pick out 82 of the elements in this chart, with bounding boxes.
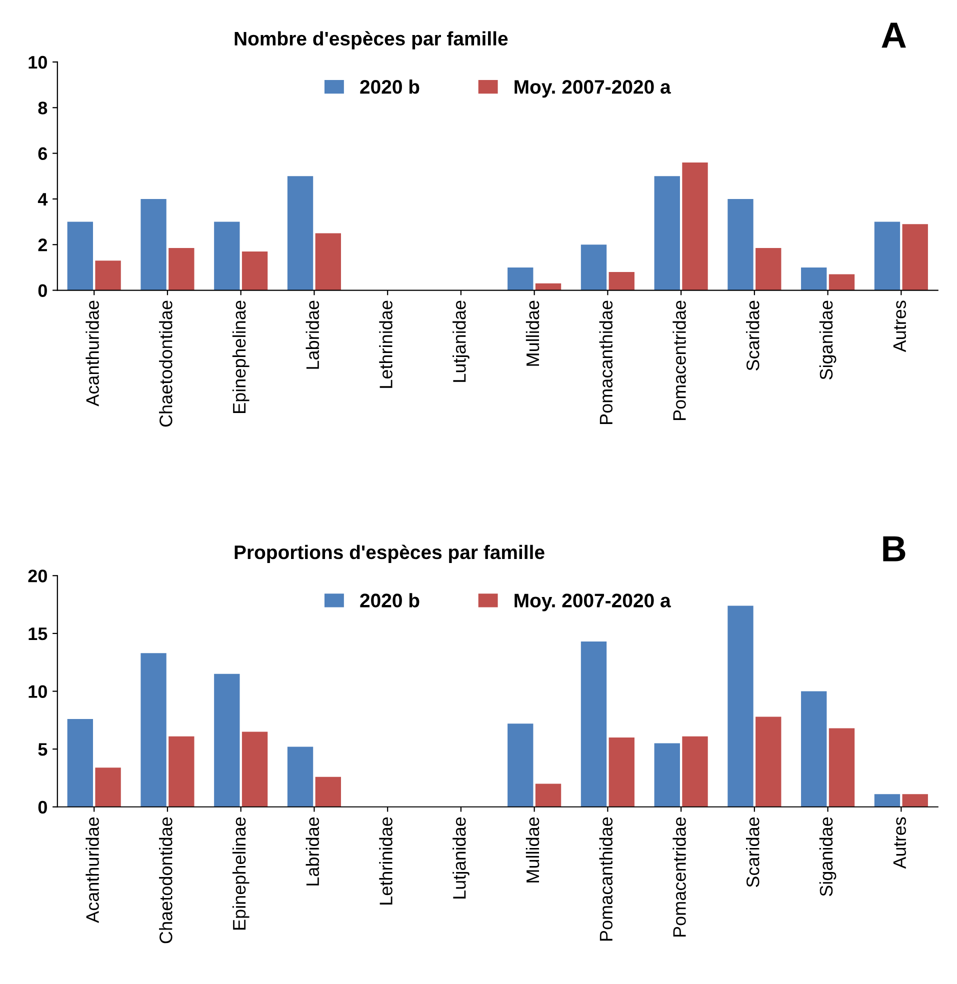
bar	[828, 274, 855, 290]
x-tick-label: Lutjanidae	[452, 817, 470, 898]
x-tick-label: Acanthuridae	[86, 817, 99, 923]
x-tick-label: Pomacanthidae	[599, 817, 613, 941]
x-tick-label: Pomacentridae	[672, 817, 686, 937]
bar	[214, 222, 240, 290]
y-tick-label: 0	[38, 800, 47, 814]
bar	[315, 233, 341, 290]
bar	[95, 260, 121, 290]
bar	[580, 642, 607, 807]
bar	[67, 719, 94, 807]
x-tick-label: Chaetodontidae	[159, 300, 172, 427]
legend-label: Moy. 2007-2020 a	[514, 80, 671, 98]
bar	[682, 162, 708, 290]
x-tick-label: Acanthuridae	[86, 300, 99, 406]
bar	[728, 606, 754, 807]
bar	[682, 736, 708, 807]
y-tick-label: 6	[38, 147, 48, 160]
bar	[214, 674, 240, 807]
y-tick-label: 4	[38, 193, 48, 206]
bar	[874, 222, 900, 290]
x-tick-label: Lethrinidae	[379, 300, 392, 388]
bar	[654, 176, 680, 290]
bar	[140, 198, 166, 290]
bar	[168, 736, 194, 807]
bar	[508, 724, 534, 807]
y-tick-label: 5	[38, 743, 48, 756]
bar	[654, 743, 680, 807]
bar	[287, 746, 314, 807]
bar	[242, 251, 268, 290]
x-tick-label: Scaridae	[746, 817, 760, 888]
x-tick-label: Pomacanthidae	[599, 300, 613, 424]
bar	[874, 794, 900, 807]
x-tick-label: Autres	[893, 300, 906, 352]
x-tick-label: Labridae	[306, 817, 320, 886]
y-tick-label: 10	[28, 56, 47, 69]
x-tick-label: Mullidae	[526, 817, 540, 882]
legend-label: 2020 b	[360, 593, 420, 608]
bar	[168, 248, 194, 290]
bar	[801, 267, 827, 290]
y-tick-label: 15	[28, 628, 48, 640]
bar	[608, 738, 634, 807]
bar	[756, 716, 782, 807]
bar	[728, 198, 754, 290]
bar	[508, 267, 534, 290]
bar	[828, 728, 855, 807]
text: B	[883, 536, 906, 562]
bar	[580, 244, 607, 290]
y-tick-label: 8	[38, 102, 48, 114]
chart-title: Proportions d'espèces par famille	[234, 544, 544, 564]
bar	[287, 176, 314, 290]
x-tick-label: Epinephelinae	[232, 300, 250, 413]
bar	[67, 222, 94, 290]
chart-title: Nombre d'espèces par famille	[234, 31, 508, 50]
y-tick-label: 0	[38, 284, 47, 297]
bar	[756, 248, 782, 290]
x-tick-label: Chaetodontidae	[159, 817, 172, 944]
bar	[242, 732, 268, 807]
x-tick-label: Siganidae	[819, 817, 836, 896]
x-tick-label: Siganidae	[819, 300, 836, 380]
x-tick-label: Scaridae	[746, 300, 760, 370]
x-tick-label: Pomacentridae	[672, 300, 686, 420]
x-tick-label: Lutjanidae	[452, 300, 470, 382]
bar	[902, 794, 928, 807]
bar	[608, 272, 634, 290]
x-tick-label: Autres	[893, 817, 906, 869]
y-tick-label: 2	[38, 238, 47, 252]
y-tick-label: 20	[28, 570, 47, 582]
legend-label: 2020 b	[360, 79, 420, 94]
text: A	[882, 22, 906, 48]
bar	[95, 768, 121, 807]
x-tick-label: Lethrinidae	[379, 817, 392, 904]
bar	[535, 784, 562, 807]
x-tick-label: Mullidae	[526, 300, 540, 366]
bar	[801, 691, 827, 807]
x-tick-label: Epinephelinae	[232, 817, 250, 930]
x-tick-label: Labridae	[306, 300, 320, 369]
bar	[140, 653, 166, 807]
legend-label: Moy. 2007-2020 a	[514, 594, 671, 612]
y-tick-label: 10	[28, 685, 47, 698]
bar	[315, 776, 341, 807]
bar	[902, 224, 928, 290]
